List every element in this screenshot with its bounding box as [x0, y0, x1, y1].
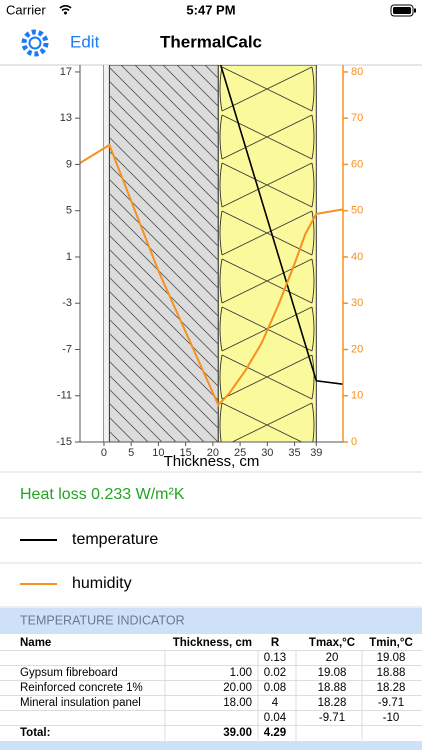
y2-tick-label: 60 — [351, 158, 363, 170]
table-header: Tmax,°C — [309, 637, 355, 649]
settings-icon[interactable] — [21, 29, 49, 57]
nav-title: ThermalCalc — [160, 32, 262, 51]
y-tick-label: -11 — [57, 390, 72, 402]
table-cell: 19.08 — [318, 667, 347, 679]
x-tick-label: 25 — [234, 447, 246, 459]
wall-layer-pattern — [109, 65, 219, 442]
y2-tick-label: 40 — [351, 251, 363, 263]
table-cell: -10 — [383, 712, 400, 724]
table-cell: 20 — [326, 652, 339, 664]
legend-label: humidity — [72, 575, 132, 592]
table-cell: 19.08 — [377, 652, 406, 664]
battery-level — [393, 7, 411, 14]
series-line — [80, 143, 343, 407]
y2-tick-label: 50 — [351, 205, 363, 217]
x-tick-label: 20 — [207, 447, 219, 459]
y2-tick-label: 70 — [351, 112, 363, 124]
y-tick-label: 17 — [60, 66, 72, 78]
section-footer — [0, 741, 422, 750]
x-tick-label: 5 — [128, 447, 134, 459]
edit-button[interactable]: Edit — [70, 32, 100, 51]
y-tick-label: -7 — [62, 343, 72, 355]
y-tick-label: -15 — [56, 436, 72, 448]
battery-tip — [414, 8, 416, 13]
section-header — [0, 608, 422, 634]
table-cell: 0.04 — [264, 712, 287, 724]
table-header: R — [271, 637, 280, 649]
y-tick-label: 1 — [66, 251, 72, 263]
table-header: Name — [20, 637, 51, 649]
table-cell: -9.71 — [378, 697, 404, 709]
heat-loss: Heat loss 0.233 W/m²K — [20, 486, 185, 503]
settings-icon-core — [28, 36, 42, 50]
plot-area — [80, 65, 343, 442]
table-cell: 18.88 — [318, 682, 347, 694]
y2-tick-label: 20 — [351, 343, 363, 355]
table-cell: 0.13 — [264, 652, 286, 664]
x-tick-label: 15 — [180, 447, 192, 459]
table: Name Thickness, cm R Tmax,°C Tmin,°C 0.13 20 19… — [0, 637, 422, 741]
y-tick-label: 5 — [66, 205, 72, 217]
table-total: 4.29 — [264, 727, 286, 739]
table-total: Total: — [20, 727, 50, 739]
x-tick-label: 10 — [152, 447, 164, 459]
table-total: 39.00 — [223, 727, 252, 739]
clock: 5:47 PM — [186, 2, 235, 17]
x-tick-label: 35 — [288, 447, 300, 459]
carrier: Carrier — [6, 2, 46, 17]
table-cell: 18.28 — [377, 682, 406, 694]
y-tick-label: -3 — [62, 297, 72, 309]
table-cell: -9.71 — [319, 712, 345, 724]
series-line — [219, 65, 343, 385]
x-tick-label: 30 — [261, 447, 273, 459]
wifi-icon — [59, 5, 72, 12]
y2-tick-label: 80 — [351, 66, 363, 78]
battery — [390, 4, 414, 17]
section-title: TEMPERATURE INDICATOR — [20, 613, 185, 627]
table-header: Tmin,°C — [369, 637, 413, 649]
table-cell: 0.08 — [264, 682, 286, 694]
table-cell: Mineral insulation panel — [20, 697, 141, 709]
legend: temperature humidity — [20, 531, 158, 592]
table-cell: 4 — [272, 697, 279, 709]
wall-layer-pattern — [218, 65, 317, 442]
table-cell: Gypsum fibreboard — [20, 667, 118, 679]
y-tick-label: 9 — [66, 158, 72, 170]
table-cell: 20.00 — [223, 682, 252, 694]
x-tick-label: 0 — [101, 447, 107, 459]
legend-label: temperature — [72, 531, 158, 548]
wall-layer-pattern — [103, 65, 110, 442]
y2-tick-label: 30 — [351, 297, 363, 309]
y-tick-label: 13 — [60, 112, 72, 124]
x-tick-label: 39 — [310, 447, 322, 459]
y2-tick-label: 0 — [351, 436, 357, 448]
x-axis-label: Thickness, cm — [164, 453, 260, 470]
table-cell: 18.88 — [377, 667, 406, 679]
table-cell: 0.02 — [264, 667, 286, 679]
y2-tick-label: 10 — [351, 390, 363, 402]
table-cell: 18.00 — [223, 697, 252, 709]
table-cell: 1.00 — [230, 667, 252, 679]
axes: 17 13 9 5 1 -3 -7 -11 -15 0 10 20 30 40 50 60 70 80 0 5 10 15… — [56, 65, 363, 470]
table-header: Thickness, cm — [173, 637, 252, 649]
table-cell: Reinforced concrete 1% — [20, 682, 143, 694]
wifi-dot — [64, 11, 67, 15]
table-cell: 18.28 — [318, 697, 347, 709]
